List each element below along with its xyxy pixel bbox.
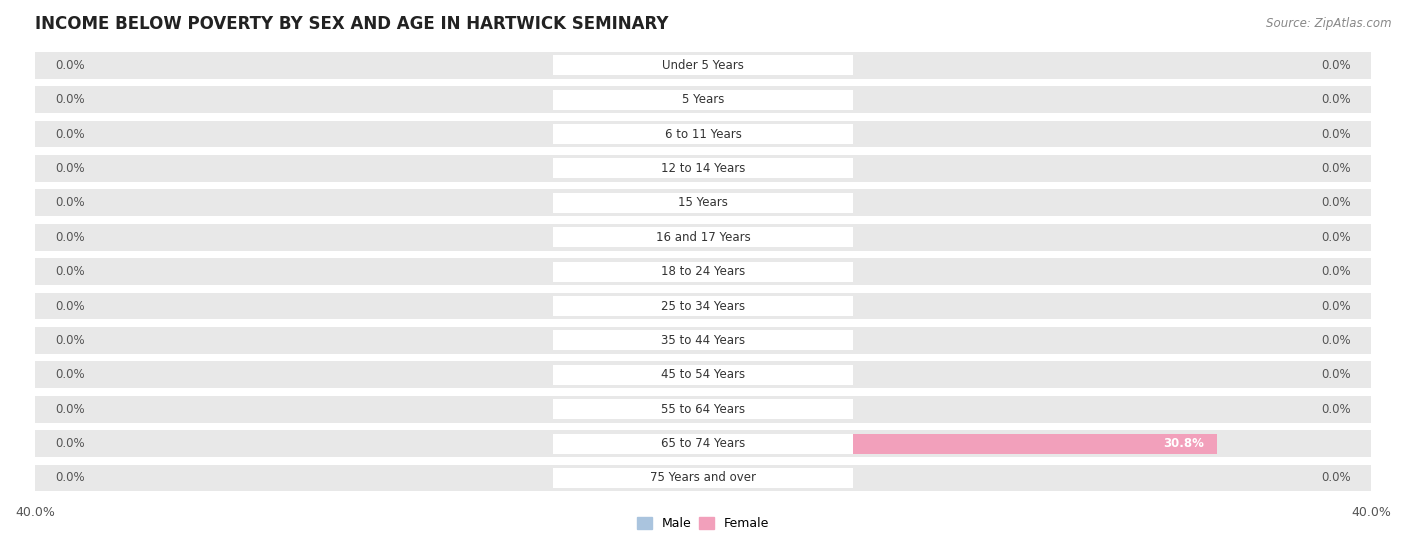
Text: 0.0%: 0.0%: [55, 265, 84, 278]
Text: 0.0%: 0.0%: [55, 93, 84, 106]
Text: 30.8%: 30.8%: [1163, 437, 1204, 450]
Text: 0.0%: 0.0%: [1322, 162, 1351, 175]
Text: 25 to 34 Years: 25 to 34 Years: [661, 300, 745, 312]
Bar: [703, 262, 794, 282]
Bar: [35, 224, 1371, 250]
Bar: [35, 327, 1371, 354]
Text: 16 and 17 Years: 16 and 17 Years: [655, 231, 751, 244]
Bar: [703, 468, 794, 488]
Bar: [612, 262, 703, 282]
Text: 0.0%: 0.0%: [1322, 471, 1351, 485]
Bar: [35, 86, 1371, 113]
Text: INCOME BELOW POVERTY BY SEX AND AGE IN HARTWICK SEMINARY: INCOME BELOW POVERTY BY SEX AND AGE IN H…: [35, 15, 668, 33]
Bar: [553, 399, 853, 419]
Text: 0.0%: 0.0%: [1322, 368, 1351, 381]
Text: 0.0%: 0.0%: [55, 231, 84, 244]
Text: 0.0%: 0.0%: [1322, 196, 1351, 209]
Text: 0.0%: 0.0%: [1322, 402, 1351, 416]
Bar: [553, 468, 853, 488]
Bar: [35, 465, 1371, 491]
Text: 35 to 44 Years: 35 to 44 Years: [661, 334, 745, 347]
Text: 6 to 11 Years: 6 to 11 Years: [665, 127, 741, 140]
Bar: [612, 124, 703, 144]
Text: 0.0%: 0.0%: [1322, 334, 1351, 347]
Bar: [612, 55, 703, 75]
Text: 0.0%: 0.0%: [55, 368, 84, 381]
Bar: [35, 190, 1371, 216]
Text: 0.0%: 0.0%: [55, 300, 84, 312]
Bar: [612, 193, 703, 213]
Text: 5 Years: 5 Years: [682, 93, 724, 106]
Text: 45 to 54 Years: 45 to 54 Years: [661, 368, 745, 381]
Bar: [612, 296, 703, 316]
Bar: [612, 365, 703, 385]
Bar: [35, 430, 1371, 457]
Bar: [35, 121, 1371, 148]
Text: 0.0%: 0.0%: [55, 59, 84, 72]
Text: Source: ZipAtlas.com: Source: ZipAtlas.com: [1267, 17, 1392, 30]
Bar: [612, 228, 703, 247]
Text: 12 to 14 Years: 12 to 14 Years: [661, 162, 745, 175]
Bar: [553, 228, 853, 247]
Bar: [703, 330, 794, 350]
Bar: [553, 89, 853, 110]
Text: 0.0%: 0.0%: [1322, 265, 1351, 278]
Text: Under 5 Years: Under 5 Years: [662, 59, 744, 72]
Bar: [553, 158, 853, 178]
Text: 0.0%: 0.0%: [55, 334, 84, 347]
Bar: [703, 158, 794, 178]
Bar: [35, 396, 1371, 423]
Text: 0.0%: 0.0%: [1322, 59, 1351, 72]
Text: 0.0%: 0.0%: [55, 437, 84, 450]
Bar: [553, 365, 853, 385]
Bar: [35, 258, 1371, 285]
Text: 15 Years: 15 Years: [678, 196, 728, 209]
Text: 0.0%: 0.0%: [1322, 127, 1351, 140]
Bar: [703, 193, 794, 213]
Text: 0.0%: 0.0%: [1322, 93, 1351, 106]
Bar: [703, 434, 1218, 453]
Text: 65 to 74 Years: 65 to 74 Years: [661, 437, 745, 450]
Text: 0.0%: 0.0%: [55, 402, 84, 416]
Bar: [35, 361, 1371, 388]
Text: 18 to 24 Years: 18 to 24 Years: [661, 265, 745, 278]
Bar: [612, 434, 703, 453]
Bar: [553, 124, 853, 144]
Bar: [553, 434, 853, 453]
Bar: [612, 330, 703, 350]
Text: 0.0%: 0.0%: [55, 196, 84, 209]
Bar: [612, 399, 703, 419]
Bar: [553, 296, 853, 316]
Text: 0.0%: 0.0%: [55, 471, 84, 485]
Text: 0.0%: 0.0%: [1322, 300, 1351, 312]
Bar: [703, 296, 794, 316]
Bar: [703, 55, 794, 75]
Bar: [553, 330, 853, 350]
Bar: [553, 262, 853, 282]
Bar: [612, 158, 703, 178]
Bar: [703, 124, 794, 144]
Legend: Male, Female: Male, Female: [631, 512, 775, 536]
Bar: [35, 52, 1371, 79]
Bar: [703, 89, 794, 110]
Bar: [703, 399, 794, 419]
Text: 0.0%: 0.0%: [55, 127, 84, 140]
Bar: [612, 468, 703, 488]
Bar: [703, 365, 794, 385]
Bar: [612, 89, 703, 110]
Text: 75 Years and over: 75 Years and over: [650, 471, 756, 485]
Bar: [553, 55, 853, 75]
Bar: [703, 228, 794, 247]
Text: 0.0%: 0.0%: [1322, 231, 1351, 244]
Text: 0.0%: 0.0%: [55, 162, 84, 175]
Bar: [553, 193, 853, 213]
Text: 55 to 64 Years: 55 to 64 Years: [661, 402, 745, 416]
Bar: [35, 155, 1371, 182]
Bar: [35, 292, 1371, 319]
